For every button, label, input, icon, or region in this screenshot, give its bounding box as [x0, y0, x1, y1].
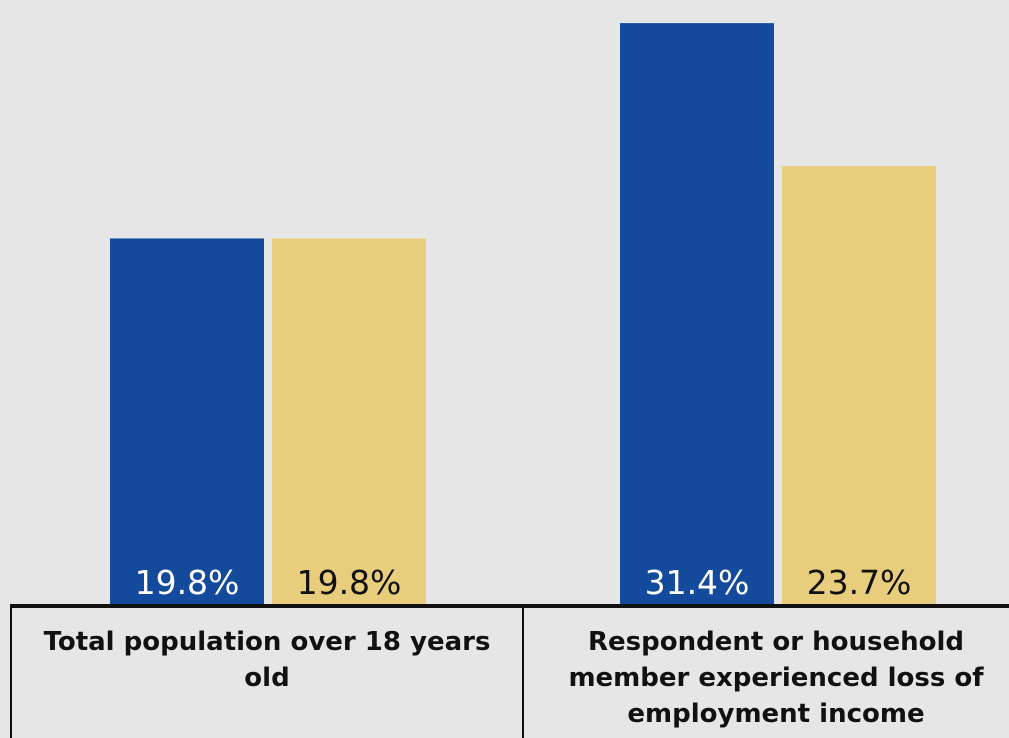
- bar-blue-cat-2: [620, 23, 774, 606]
- bar-labels-group: 19.8% 19.8% 31.4% 23.7%: [135, 563, 912, 602]
- bar-value-label: 23.7%: [807, 563, 912, 602]
- bar-value-label: 19.8%: [135, 563, 240, 602]
- category-label-2: Respondent or household member experience…: [568, 627, 984, 729]
- category-labels-group: Total population over 18 years old Respond…: [44, 627, 985, 729]
- bar-value-label: 19.8%: [297, 563, 402, 602]
- bar-gold-cat-2: [782, 166, 936, 606]
- bars-group: [110, 23, 936, 606]
- bar-gold-cat-1: [272, 238, 426, 606]
- bar-blue-cat-1: [110, 238, 264, 606]
- bar-value-label: 31.4%: [645, 563, 750, 602]
- category-label-1: Total population over 18 years old: [44, 627, 491, 693]
